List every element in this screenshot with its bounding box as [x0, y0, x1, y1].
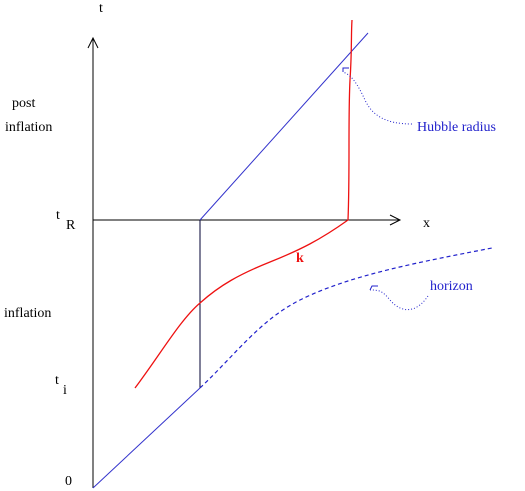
light-cone-lower: [92, 387, 201, 489]
origin-label: 0: [65, 474, 72, 489]
mode-curve: [134, 19, 353, 389]
light-cone-upper: [199, 32, 369, 221]
inflation-label: inflation: [5, 120, 52, 135]
ti-subscript: i: [63, 383, 67, 398]
tr-subscript: R: [66, 218, 76, 233]
hubble-label: Hubble radius: [417, 120, 496, 135]
horizon-curve: [199, 247, 493, 389]
t-axis-arrow: [87, 36, 99, 49]
horizon-label: horizon: [430, 279, 473, 294]
tr-label: t: [56, 208, 60, 223]
ti-label: t: [55, 373, 59, 388]
t-axis-label: t: [99, 1, 103, 16]
x-axis-label: x: [423, 216, 430, 231]
k-label: k: [296, 251, 304, 266]
horizon-pointer: [369, 289, 429, 311]
hubble-pointer-head: [342, 67, 349, 72]
horizon-pointer-head: [369, 285, 378, 291]
inflation-region-label: inflation: [4, 306, 51, 321]
hubble-pointer: [342, 71, 413, 125]
x-axis-arrow: [389, 214, 402, 226]
post-label: post: [12, 96, 35, 111]
